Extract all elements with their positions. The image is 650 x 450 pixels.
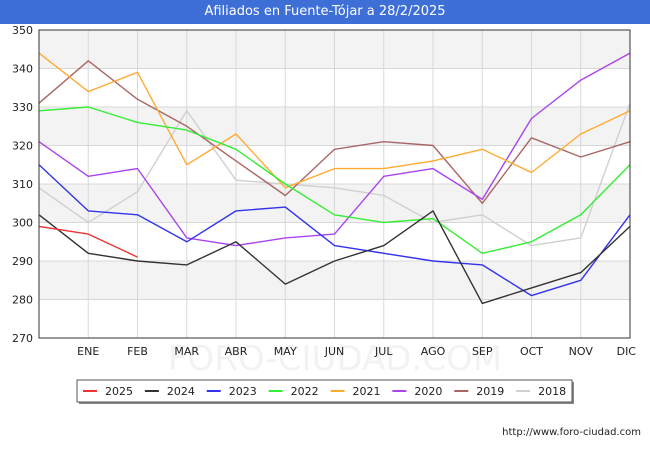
series-line-2021: [38, 52, 631, 189]
series-lines: [38, 52, 631, 305]
y-tick-label: 280: [12, 294, 33, 307]
y-tick-label: 270: [12, 332, 33, 345]
series-line-2019: [38, 60, 631, 205]
x-tick-label: FEB: [127, 345, 148, 358]
legend-label-2021: 2021: [353, 385, 381, 398]
x-tick-label: MAY: [274, 345, 297, 358]
x-tick-label: NOV: [569, 345, 594, 358]
y-tick-label: 340: [12, 63, 33, 76]
legend-label-2023: 2023: [229, 385, 257, 398]
source-link[interactable]: http://www.foro-ciudad.com: [502, 427, 641, 438]
x-tick-label: AGO: [421, 345, 446, 358]
x-tick-label: OCT: [520, 345, 543, 358]
legend-label-2024: 2024: [167, 385, 195, 398]
legend-label-2019: 2019: [476, 385, 504, 398]
plot-border: [38, 29, 631, 339]
legend-label-2020: 2020: [414, 385, 442, 398]
y-tick-label: 310: [12, 178, 33, 191]
x-axis-ticks: ENE FEB MAR ABR MAY JUN JUL AGO SEP OCT NOV DIC: [77, 345, 636, 358]
legend: 2025 2024 2023 2022 2021 2020 2019 2018: [76, 379, 574, 404]
y-tick-label: 300: [12, 217, 33, 230]
series-line-2025: [38, 225, 138, 258]
series-line-2024: [38, 210, 631, 305]
x-tick-label: ABR: [225, 345, 248, 358]
y-tick-label: 330: [12, 101, 33, 114]
series-line-2018: [38, 102, 631, 247]
y-axis-ticks: 270 280 290 300 310 320 330 340 350: [12, 24, 33, 345]
series-line-2022: [38, 106, 631, 255]
x-tick-label: ENE: [77, 345, 99, 358]
x-tick-label: DIC: [617, 345, 637, 358]
watermark: FORO-CIUDAD.COM: [168, 339, 502, 379]
legend-label-2022: 2022: [291, 385, 319, 398]
series-line-2023: [38, 164, 631, 297]
plot-frame: [38, 29, 631, 339]
y-tick-label: 350: [12, 24, 33, 37]
series-line-2020: [38, 52, 631, 247]
y-tick-label: 320: [12, 140, 33, 153]
legend-label-2018: 2018: [538, 385, 566, 398]
chart-title: Afiliados en Fuente-Tójar a 28/2/2025: [0, 0, 650, 24]
legend-label-2025: 2025: [105, 385, 133, 398]
y-tick-label: 290: [12, 255, 33, 268]
x-tick-label: MAR: [174, 345, 199, 358]
x-tick-label: JUN: [324, 345, 345, 358]
legend-box: [76, 379, 573, 403]
x-tick-label: SEP: [472, 345, 493, 358]
x-tick-label: JUL: [374, 345, 393, 358]
